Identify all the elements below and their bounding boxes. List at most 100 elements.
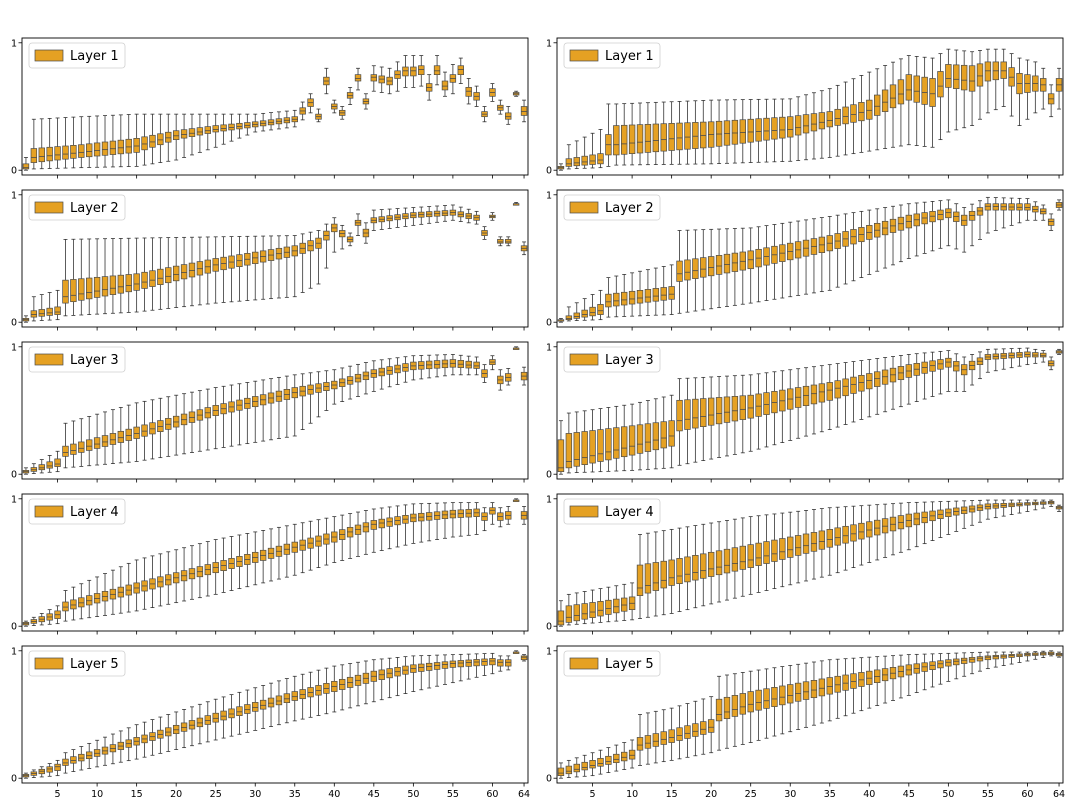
box-47 (921, 201, 928, 254)
axes-frame (21, 341, 529, 480)
legend: Layer 1 (28, 42, 126, 69)
axes-frame (556, 37, 1064, 176)
box-body (755, 689, 762, 711)
box-52 (425, 206, 433, 224)
box-25 (212, 387, 219, 450)
box-8 (613, 585, 620, 622)
box-body (692, 723, 699, 737)
box-61 (1032, 499, 1039, 511)
box-57 (1000, 48, 1007, 107)
box-52 (960, 652, 968, 677)
box-10 (628, 582, 636, 621)
box-body (636, 564, 644, 596)
box-24 (739, 227, 746, 305)
box-51 (418, 355, 425, 380)
box-50 (945, 652, 952, 682)
box-59 (1016, 57, 1023, 127)
box-body (520, 655, 528, 661)
box-53 (968, 500, 976, 526)
box-11 (636, 714, 644, 766)
box-28 (771, 371, 778, 446)
box-62 (505, 368, 512, 386)
box-63 (512, 90, 520, 97)
box-58 (1008, 651, 1015, 665)
box-49 (402, 504, 409, 546)
box-1 (22, 620, 30, 627)
box-body (613, 125, 620, 156)
box-49 (937, 53, 944, 141)
box-54 (441, 205, 449, 222)
box-62 (505, 236, 512, 247)
box-58 (473, 356, 480, 376)
y-tick-label: 1 (11, 342, 17, 353)
box-47 (386, 67, 393, 95)
box-19 (700, 698, 707, 755)
box-body (557, 610, 565, 626)
box-body (465, 659, 472, 667)
box-58 (1008, 348, 1015, 369)
box-body (684, 259, 691, 281)
box-4 (46, 292, 53, 321)
box-body (960, 657, 968, 664)
box-body (605, 293, 612, 308)
box-10 (93, 576, 101, 617)
box-41 (339, 664, 346, 711)
box-body (700, 721, 707, 735)
box-52 (960, 500, 968, 529)
box-44 (362, 362, 370, 395)
box-64 (1055, 348, 1063, 355)
box-20 (707, 522, 715, 605)
box-63 (1047, 84, 1055, 118)
box-40 (331, 665, 338, 713)
box-47 (386, 208, 393, 229)
box-body (252, 702, 259, 712)
box-63 (512, 498, 520, 502)
box-36 (299, 233, 306, 293)
box-6 (62, 422, 69, 469)
legend: Layer 5 (28, 650, 126, 677)
box-7 (70, 749, 77, 772)
box-body (818, 112, 826, 130)
box-55 (449, 654, 457, 684)
box-34 (818, 90, 826, 159)
x-tick-label: 5 (590, 789, 596, 800)
box-17 (149, 399, 156, 460)
box-body (834, 108, 841, 126)
box-41 (874, 208, 881, 272)
box-46 (378, 209, 385, 230)
box-38 (850, 212, 857, 282)
box-6 (597, 588, 604, 623)
legend-label: Layer 5 (605, 657, 654, 672)
box-48 (394, 61, 401, 92)
box-27 (763, 225, 770, 301)
box-20 (707, 376, 715, 460)
box-49 (937, 501, 944, 538)
box-6 (597, 129, 604, 169)
x-tick-label: 20 (705, 789, 717, 800)
box-body (723, 253, 731, 274)
box-16 (141, 113, 148, 166)
box-body (505, 239, 512, 244)
box-body (70, 145, 77, 159)
box-2 (565, 412, 573, 474)
box-body (86, 143, 93, 158)
y-tick-label: 1 (11, 646, 17, 657)
box-28 (236, 534, 243, 590)
box-body (628, 290, 636, 305)
box-body (581, 603, 588, 620)
box-40 (866, 209, 873, 275)
box-30 (787, 369, 794, 441)
box-body (62, 758, 69, 766)
panel-0-0: 0 1 Layer 1 (11, 37, 529, 179)
box-body (46, 146, 53, 162)
box-33 (275, 376, 283, 439)
box-60 (1024, 347, 1031, 366)
legend-label: Layer 4 (605, 505, 654, 520)
box-32 (802, 662, 810, 728)
box-37 (842, 213, 849, 285)
box-body (101, 276, 109, 297)
box-14 (660, 101, 667, 165)
box-42 (346, 663, 354, 709)
box-body (473, 659, 480, 667)
